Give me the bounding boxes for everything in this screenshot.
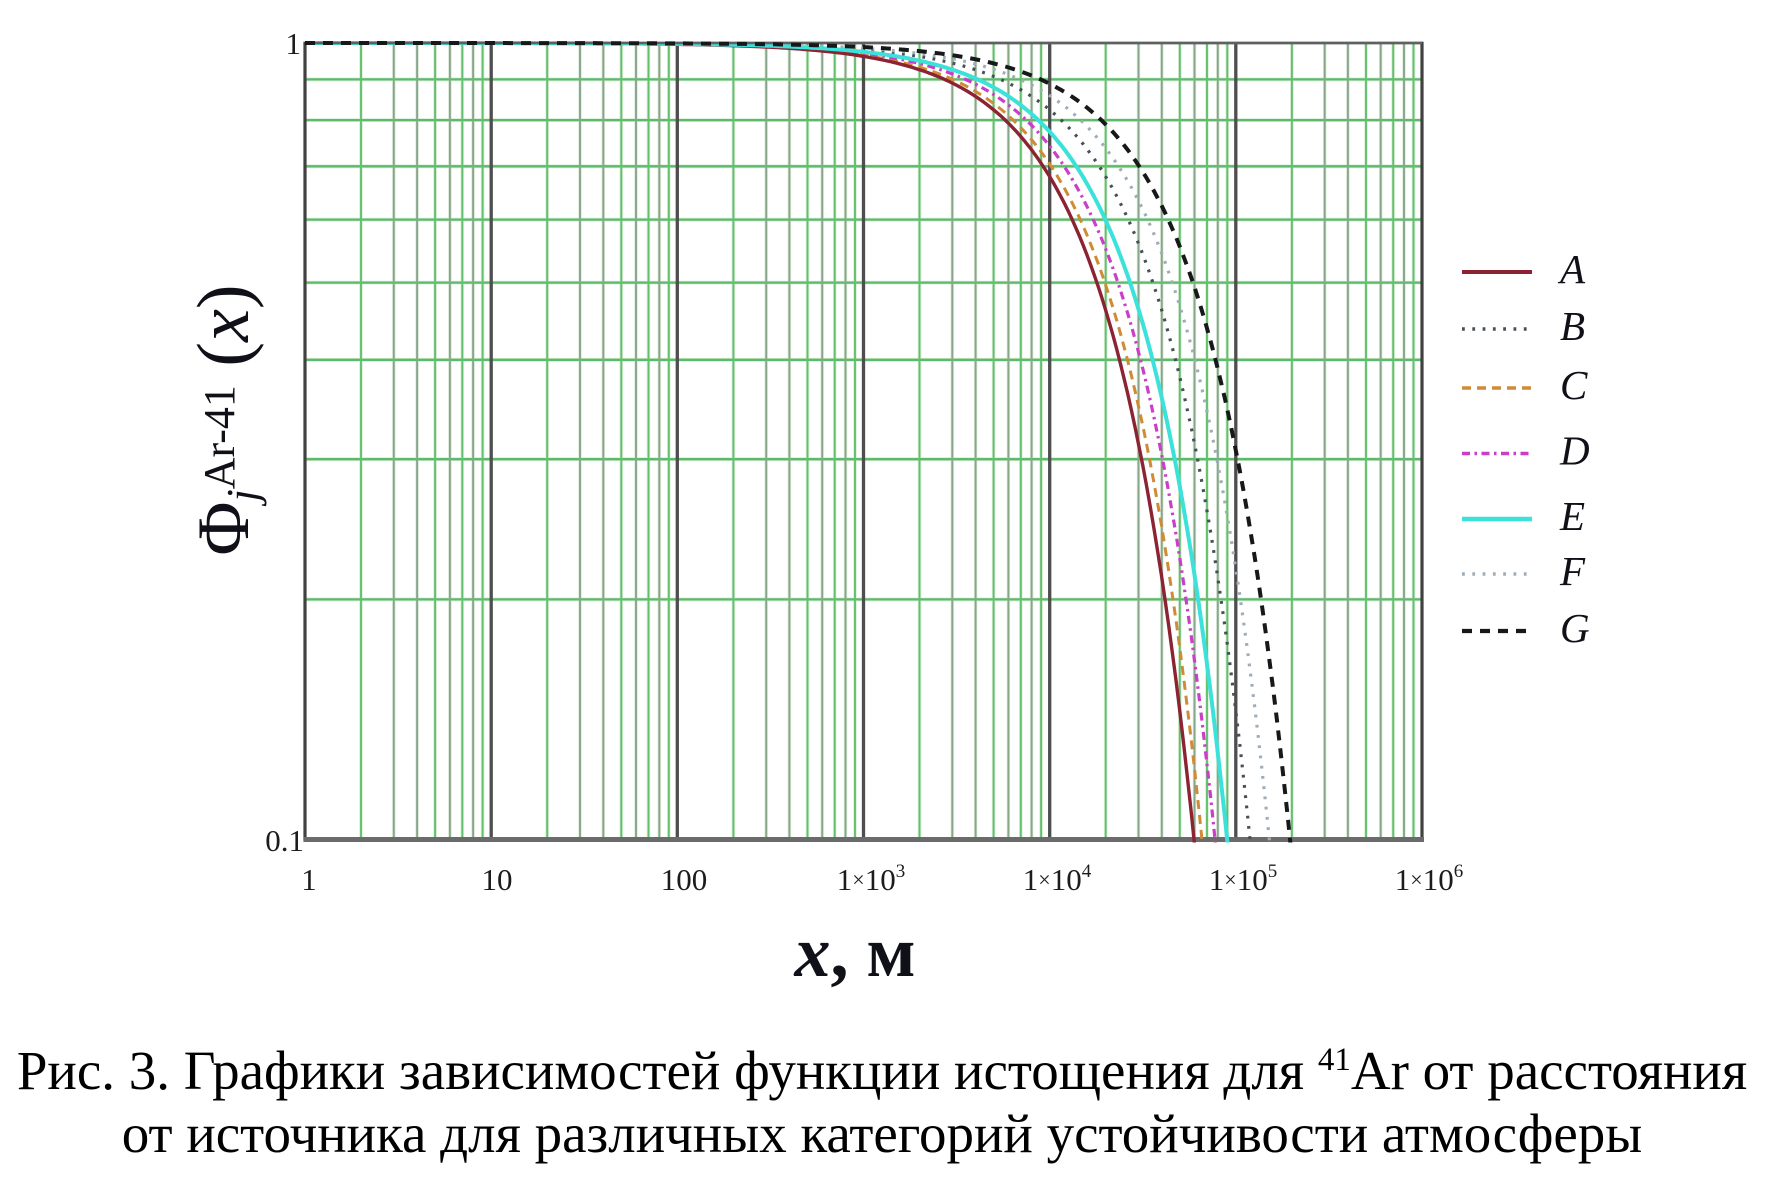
svg-text:100: 100	[661, 862, 708, 897]
svg-text:1: 1	[301, 862, 317, 897]
svg-text:C: C	[1560, 362, 1588, 408]
svg-text:10: 10	[482, 862, 513, 897]
svg-text:A: A	[1557, 246, 1586, 292]
svg-text:E: E	[1559, 493, 1585, 539]
svg-text:Рис. 3. Графики зависимостей ф: Рис. 3. Графики зависимостей функции ист…	[17, 1040, 1747, 1101]
svg-text:1×106: 1×106	[1395, 861, 1463, 897]
svg-text:G: G	[1560, 605, 1590, 651]
svg-text:1×104: 1×104	[1023, 861, 1092, 897]
svg-text:1×103: 1×103	[837, 861, 905, 897]
svg-text:1×105: 1×105	[1209, 861, 1277, 897]
svg-text:F: F	[1559, 548, 1586, 594]
svg-text:x, м: x, м	[793, 912, 915, 992]
svg-text:0.1: 0.1	[265, 823, 304, 858]
svg-text:D: D	[1559, 428, 1590, 474]
svg-text:от источника для различных кат: от источника для различных категорий уст…	[122, 1103, 1642, 1164]
svg-text:1: 1	[286, 26, 302, 61]
svg-text:ΦjAr-41 (x): ΦjAr-41 (x)	[183, 284, 267, 555]
svg-text:B: B	[1560, 303, 1585, 349]
